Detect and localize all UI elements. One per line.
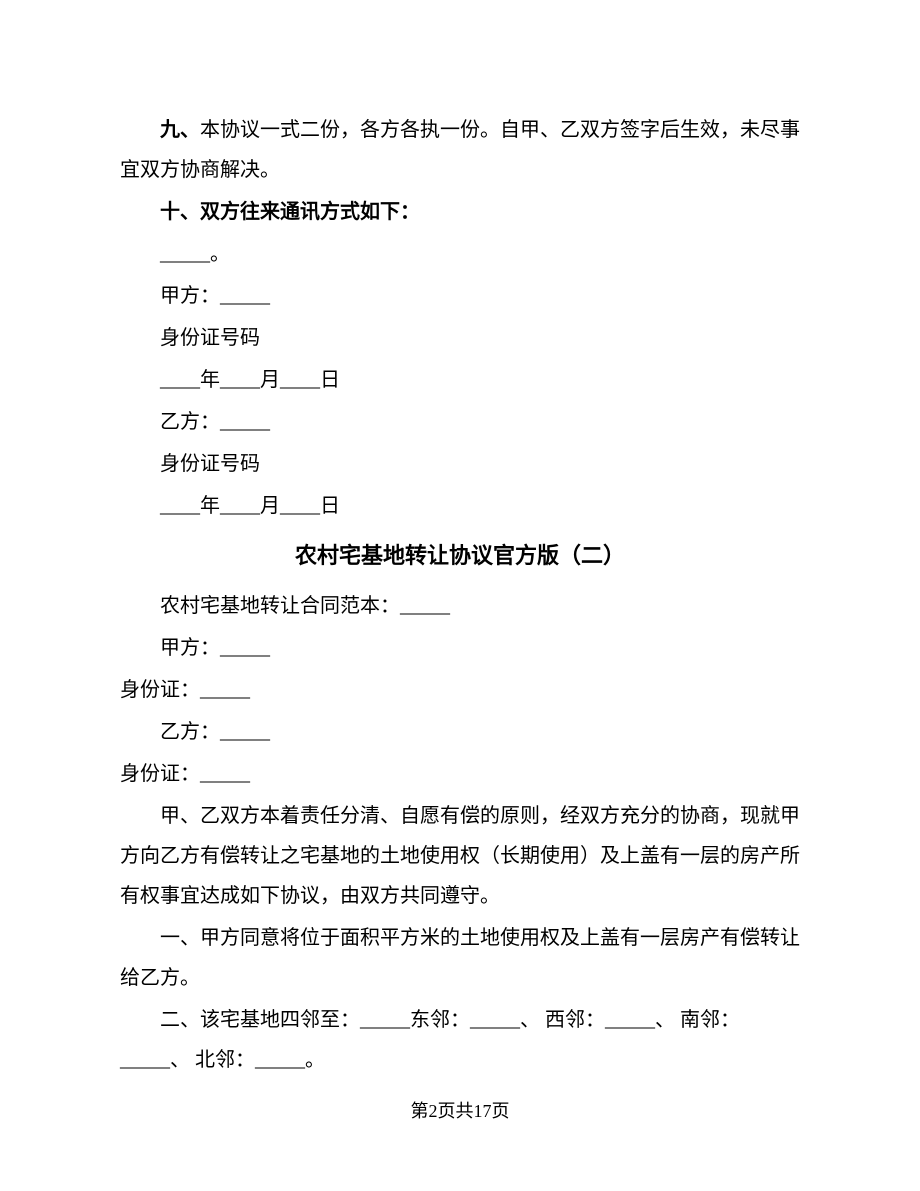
blank-line-period: _____。 xyxy=(120,234,800,274)
s2-id-b: 身份证：_____ xyxy=(120,754,800,794)
s2-party-b: 乙方：_____ xyxy=(120,712,800,752)
s2-clause1: 一、甲方同意将位于面积平方米的土地使用权及上盖有一层房产有偿转让给乙方。 xyxy=(120,918,800,998)
document-body: 九、本协议一式二份，各方各执一份。自甲、乙双方签字后生效，未尽事宜双方协商解决。… xyxy=(0,0,920,1080)
date-b: ____年____月____日 xyxy=(120,486,800,526)
s2-id-a: 身份证：_____ xyxy=(120,670,800,710)
date-a: ____年____月____日 xyxy=(120,360,800,400)
page-footer: 第2页共17页 xyxy=(0,1097,920,1123)
s2-clause2: 二、该宅基地四邻至：_____东邻：_____、 西邻：_____、 南邻：__… xyxy=(120,1000,800,1080)
template-label: 农村宅基地转让合同范本：_____ xyxy=(120,586,800,626)
id-label-b: 身份证号码 xyxy=(120,444,800,484)
section2-title: 农村宅基地转让协议官方版（二） xyxy=(120,534,800,578)
page-number: 第2页共17页 xyxy=(411,1101,510,1121)
s2-intro: 甲、乙双方本着责任分清、自愿有偿的原则，经双方充分的协商，现就甲方向乙方有偿转让… xyxy=(120,796,800,916)
s2-party-a: 甲方：_____ xyxy=(120,628,800,668)
clause-9-label: 九、 xyxy=(160,119,200,141)
clause-9: 九、本协议一式二份，各方各执一份。自甲、乙双方签字后生效，未尽事宜双方协商解决。 xyxy=(120,110,800,190)
clause-9-text: 本协议一式二份，各方各执一份。自甲、乙双方签字后生效，未尽事宜双方协商解决。 xyxy=(120,119,800,181)
party-a-label: 甲方：_____ xyxy=(120,276,800,316)
party-b-label: 乙方：_____ xyxy=(120,402,800,442)
id-label-a: 身份证号码 xyxy=(120,318,800,358)
clause-10-heading: 十、双方往来通讯方式如下： xyxy=(120,192,800,232)
